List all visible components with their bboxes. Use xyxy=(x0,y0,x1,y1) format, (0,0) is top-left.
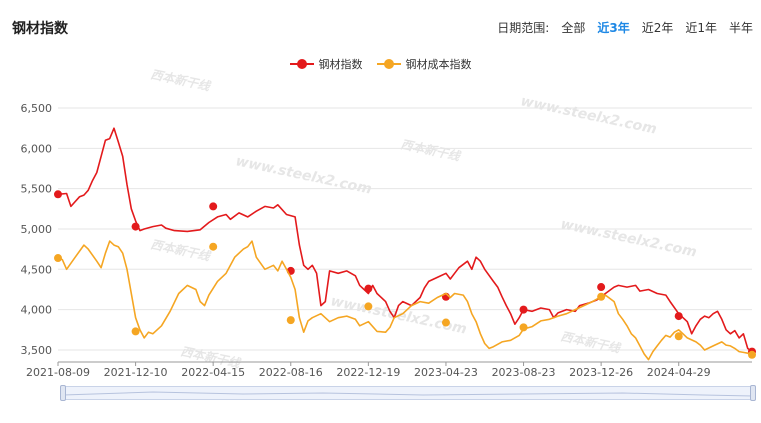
y-tick-label: 5,500 xyxy=(21,183,53,196)
data-point-marker[interactable] xyxy=(674,312,683,321)
x-tick-label: 2022-12-19 xyxy=(336,366,400,379)
page-title: 钢材指数 xyxy=(12,21,68,37)
data-point-marker[interactable] xyxy=(519,323,528,332)
data-point-marker[interactable] xyxy=(674,332,683,341)
watermark-url: www.steelx2.com xyxy=(559,216,698,260)
range-option-3y[interactable]: 近3年 xyxy=(597,21,630,35)
data-point-marker[interactable] xyxy=(364,302,373,311)
chart-legend: 钢材指数 钢材成本指数 xyxy=(0,56,761,72)
slider-handle-left[interactable] xyxy=(60,385,66,401)
data-point-marker[interactable] xyxy=(54,190,62,199)
data-point-marker[interactable] xyxy=(364,284,373,293)
watermark-brand: 西本新干线 xyxy=(559,329,623,356)
legend-label-steel-index: 钢材指数 xyxy=(318,58,363,71)
range-option-all[interactable]: 全部 xyxy=(561,21,586,35)
x-tick-label: 2022-04-15 xyxy=(181,366,245,379)
y-tick-label: 6,500 xyxy=(21,102,53,115)
x-tick-label: 2023-12-26 xyxy=(569,366,633,379)
data-point-marker[interactable] xyxy=(597,292,606,301)
data-zoom-slider[interactable] xyxy=(60,385,756,401)
y-tick-label: 3,500 xyxy=(21,344,53,357)
x-tick-label: 2021-12-10 xyxy=(104,366,168,379)
y-tick-label: 5,000 xyxy=(21,223,53,236)
data-point-marker[interactable] xyxy=(54,254,62,263)
range-option-2y[interactable]: 近2年 xyxy=(641,21,674,35)
grid-lines xyxy=(58,107,752,351)
slider-preview xyxy=(63,391,753,397)
x-tick-label: 2024-04-29 xyxy=(647,366,711,379)
series-line-1 xyxy=(57,240,753,361)
x-axis: 2021-08-09 2021-12-10 2022-04-15 2022-08-16… xyxy=(26,361,752,379)
data-point-marker[interactable] xyxy=(131,327,140,336)
date-range-label: 日期范围: xyxy=(497,21,550,35)
slider-handle-right[interactable] xyxy=(750,385,756,401)
legend-item-steel-index[interactable]: 钢材指数 xyxy=(289,56,363,72)
data-point-marker[interactable] xyxy=(519,305,528,314)
x-tick-label: 2022-08-16 xyxy=(259,366,323,379)
y-tick-label: 4,000 xyxy=(21,304,53,317)
watermark-url: www.steelx2.com xyxy=(234,153,373,197)
data-point-marker[interactable] xyxy=(209,242,218,251)
data-point-marker[interactable] xyxy=(209,202,218,211)
range-option-1y[interactable]: 近1年 xyxy=(685,21,717,35)
data-point-marker[interactable] xyxy=(131,222,140,231)
data-point-marker[interactable] xyxy=(748,350,756,359)
range-option-half-year[interactable]: 半年 xyxy=(728,21,753,35)
watermark-brand: 西本新干线 xyxy=(399,137,463,164)
y-tick-label: 6,000 xyxy=(21,142,53,155)
watermark-brand: 西本新干线 xyxy=(149,67,213,94)
data-point-marker[interactable] xyxy=(286,316,295,325)
data-point-marker[interactable] xyxy=(441,318,450,327)
x-tick-label: 2023-08-23 xyxy=(492,366,556,379)
y-tick-label: 4,500 xyxy=(21,263,53,276)
data-point-marker[interactable] xyxy=(597,283,606,292)
date-range-selector: 日期范围: 全部 近3年 近2年 近1年 半年 xyxy=(497,19,753,36)
legend-label-cost-index: 钢材成本指数 xyxy=(405,58,472,71)
y-axis: 3,500 4,000 4,500 5,000 5,500 6,000 6,500 xyxy=(21,102,53,357)
watermark-brand: 西本新干线 xyxy=(149,237,213,264)
legend-item-cost-index[interactable]: 钢材成本指数 xyxy=(376,56,472,72)
legend-marker-cost-index xyxy=(376,59,401,69)
x-tick-label: 2023-04-23 xyxy=(414,366,478,379)
series-layer xyxy=(54,127,756,361)
watermark-url: www.steelx2.com xyxy=(519,93,658,137)
x-tick-label: 2021-08-09 xyxy=(26,366,90,379)
legend-marker-steel-index xyxy=(289,59,314,69)
series-line-0 xyxy=(57,127,753,353)
